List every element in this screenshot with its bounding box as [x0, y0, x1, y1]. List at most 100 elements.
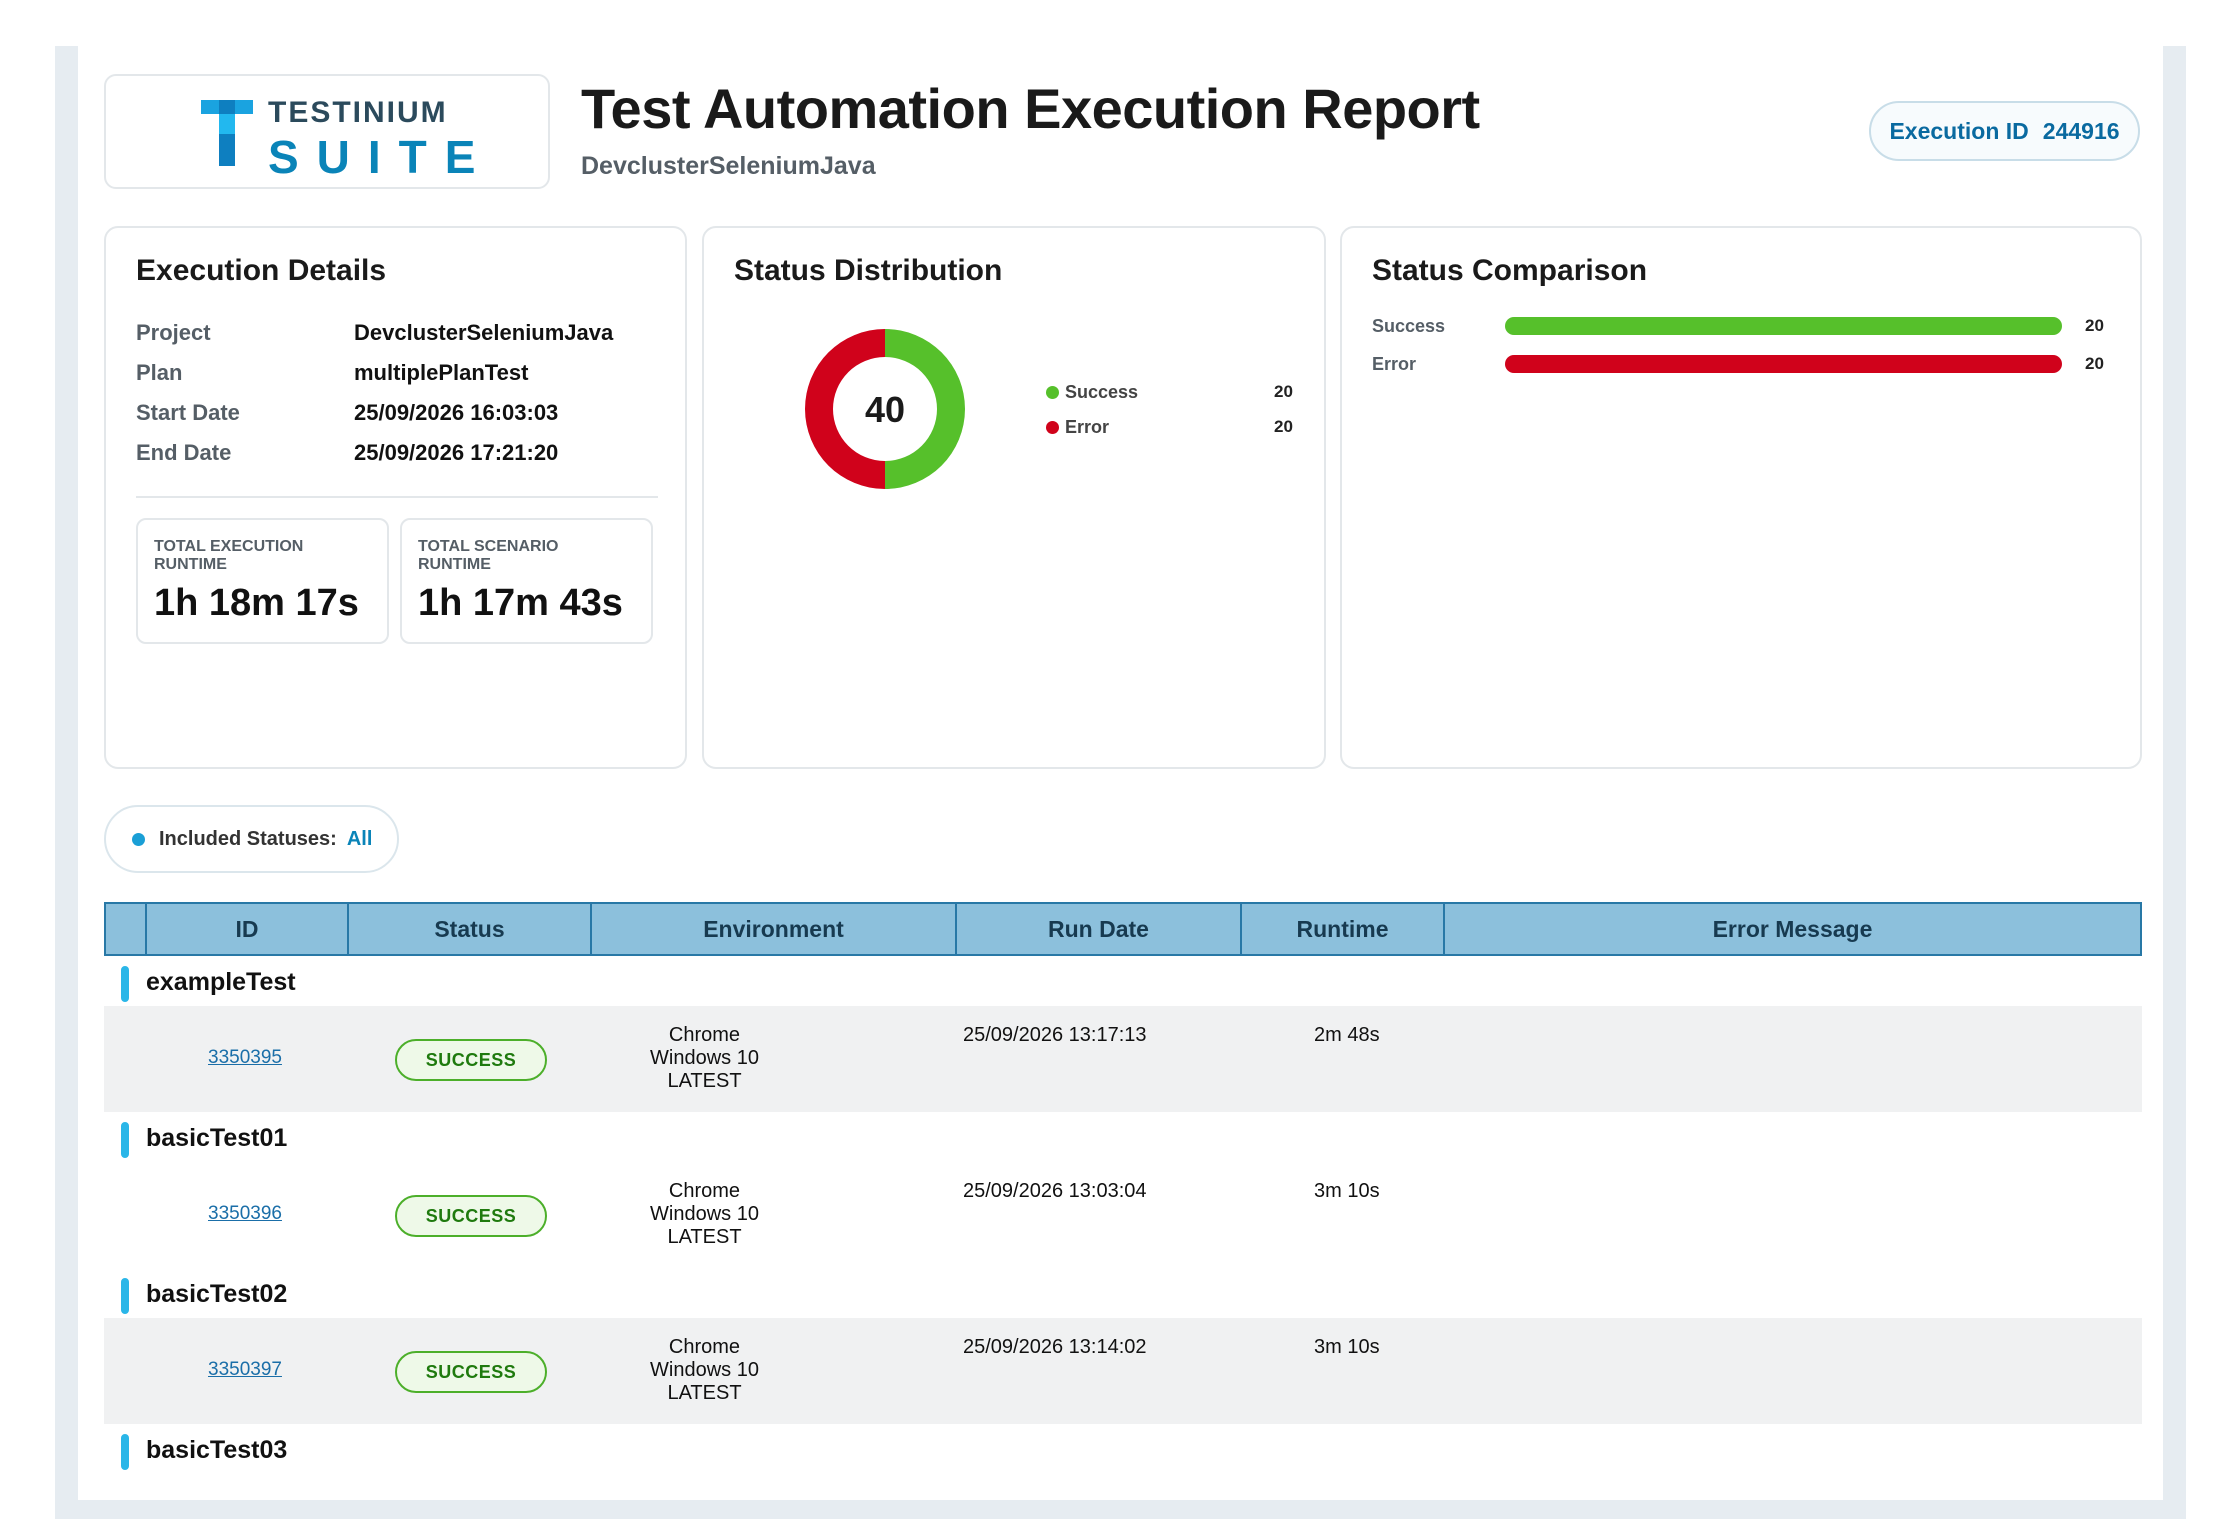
column-header-error-message[interactable]: Error Message	[1712, 915, 1873, 942]
runtime-cell: 2m 48s	[1314, 1024, 1380, 1046]
comparison-bar-success	[1505, 317, 2062, 335]
scenario-name: basicTest01	[146, 1124, 288, 1152]
group-accent-bar	[121, 1278, 129, 1314]
detail-label: End Date	[136, 440, 232, 465]
detail-value: multiplePlanTest	[354, 360, 529, 385]
detail-value: 25/09/2026 17:21:20	[354, 440, 559, 465]
execution-details-card: Execution Details Project DevclusterSele…	[104, 226, 687, 769]
total-scenario-runtime-value: 1h 17m 43s	[418, 582, 623, 624]
column-header-environment[interactable]: Environment	[592, 904, 957, 954]
comparison-bar-error	[1505, 355, 2062, 373]
status-distribution-card: Status Distribution 40 Success 20 Error …	[702, 226, 1326, 769]
scenario-name: basicTest02	[146, 1280, 288, 1308]
comparison-label-success: Success	[1372, 316, 1446, 336]
detail-label: Project	[136, 320, 211, 345]
environment-cell: Chrome Windows 10 LATEST	[580, 1024, 829, 1093]
filter-dot-icon	[132, 832, 145, 846]
scenario-group: basicTest03	[104, 1426, 2142, 1472]
status-donut-chart: 40	[805, 329, 965, 489]
env-version: LATEST	[667, 1070, 742, 1092]
env-browser: Chrome	[668, 1024, 741, 1046]
scenario-group: basicTest01	[104, 1114, 2142, 1160]
comparison-label-error: Error	[1372, 354, 1417, 374]
testinium-t-icon	[201, 100, 253, 166]
execution-id-label: Execution ID	[1889, 117, 2029, 144]
comparison-bar-success-fill	[1505, 317, 2062, 335]
column-header-runtime[interactable]: Runtime	[1242, 904, 1445, 954]
logo-text-suite: SUITE	[268, 131, 494, 183]
column-header-id[interactable]: ID	[147, 904, 349, 954]
detail-label: Start Date	[136, 400, 240, 425]
group-accent-bar	[121, 966, 129, 1002]
group-accent-bar	[121, 1122, 129, 1158]
results-table-header: ID Status Environment Run Date Runtime E…	[104, 902, 2142, 956]
test-id-link[interactable]: 3350397	[208, 1359, 282, 1380]
legend-value-success: 20	[1274, 382, 1293, 401]
scenario-name: exampleTest	[146, 968, 296, 996]
legend-value-error: 20	[1274, 417, 1293, 436]
detail-label: Plan	[136, 360, 183, 385]
page-title: Test Automation Execution Report	[581, 77, 1480, 140]
env-os: Windows 10	[650, 1203, 759, 1225]
filter-label: Included Statuses:	[159, 827, 337, 850]
table-row: 3350397 SUCCESS Chrome Windows 10 LATEST…	[104, 1318, 2142, 1424]
status-comparison-card: Status Comparison Success 20 Error 20	[1340, 226, 2142, 769]
success-dot-icon	[1046, 386, 1059, 399]
status-badge: SUCCESS	[395, 1039, 547, 1081]
legend-item-success: Success	[1046, 382, 1138, 403]
status-badge: SUCCESS	[395, 1195, 547, 1237]
donut-success-segment	[885, 329, 965, 489]
filter-value: All	[346, 827, 373, 850]
details-divider	[136, 496, 658, 498]
status-comparison-title: Status Comparison	[1372, 254, 1648, 287]
included-statuses-filter[interactable]: Included Statuses: All	[104, 805, 399, 873]
comparison-value-success: 20	[2085, 316, 2104, 335]
scenario-name: basicTest03	[146, 1436, 288, 1464]
detail-value: DevclusterSeleniumJava	[354, 320, 614, 345]
comparison-value-error: 20	[2085, 354, 2104, 373]
group-accent-bar	[121, 1434, 129, 1470]
execution-id-badge: Execution ID 244916	[1869, 101, 2140, 161]
run-date-cell: 25/09/2026 13:03:04	[963, 1180, 1147, 1202]
environment-cell: Chrome Windows 10 LATEST	[580, 1336, 829, 1405]
test-id-link[interactable]: 3350396	[208, 1203, 282, 1224]
scenario-group: exampleTest	[104, 958, 2142, 1004]
execution-id-value: 244916	[2042, 117, 2120, 144]
detail-value: 25/09/2026 16:03:03	[354, 400, 559, 425]
total-execution-runtime-value: 1h 18m 17s	[154, 582, 359, 624]
test-id-link[interactable]: 3350395	[208, 1047, 282, 1068]
page-subtitle: DevclusterSeleniumJava	[581, 152, 876, 180]
scenario-group: basicTest02	[104, 1270, 2142, 1316]
run-date-cell: 25/09/2026 13:17:13	[963, 1024, 1147, 1046]
legend-label: Success	[1065, 382, 1139, 402]
donut-error-segment	[805, 329, 885, 489]
column-header-run-date[interactable]: Run Date	[957, 904, 1242, 954]
donut-total: 40	[865, 389, 905, 430]
status-distribution-title: Status Distribution	[734, 254, 1003, 287]
error-dot-icon	[1046, 421, 1059, 434]
status-badge: SUCCESS	[395, 1351, 547, 1393]
env-version: LATEST	[667, 1226, 742, 1248]
testinium-logo: TESTINIUM SUITE	[104, 74, 550, 189]
environment-cell: Chrome Windows 10 LATEST	[580, 1180, 829, 1249]
runtime-cell: 3m 10s	[1314, 1180, 1380, 1202]
total-execution-runtime-box: TOTAL EXECUTION RUNTIME 1h 18m 17s	[136, 518, 389, 644]
env-version: LATEST	[667, 1382, 742, 1404]
env-browser: Chrome	[668, 1180, 741, 1202]
column-header-status[interactable]: Status	[349, 904, 592, 954]
env-browser: Chrome	[668, 1336, 741, 1358]
logo-text-testinium: TESTINIUM	[268, 96, 448, 129]
table-row: 3350396 SUCCESS Chrome Windows 10 LATEST…	[104, 1162, 2142, 1268]
legend-item-error: Error	[1046, 417, 1109, 438]
column-header-blank	[106, 904, 147, 954]
report-frame: TESTINIUM SUITE Test Automation Executio…	[55, 46, 2186, 1519]
report-page: TESTINIUM SUITE Test Automation Executio…	[78, 46, 2163, 1500]
comparison-bar-error-fill	[1505, 355, 2062, 373]
total-scenario-runtime-label: TOTAL SCENARIO RUNTIME	[418, 538, 559, 573]
env-os: Windows 10	[650, 1359, 759, 1381]
total-execution-runtime-label: TOTAL EXECUTION RUNTIME	[154, 538, 304, 573]
run-date-cell: 25/09/2026 13:14:02	[963, 1336, 1147, 1358]
table-row: 3350395 SUCCESS Chrome Windows 10 LATEST…	[104, 1006, 2142, 1112]
execution-details-title: Execution Details	[136, 254, 387, 287]
legend-label: Error	[1065, 417, 1110, 437]
